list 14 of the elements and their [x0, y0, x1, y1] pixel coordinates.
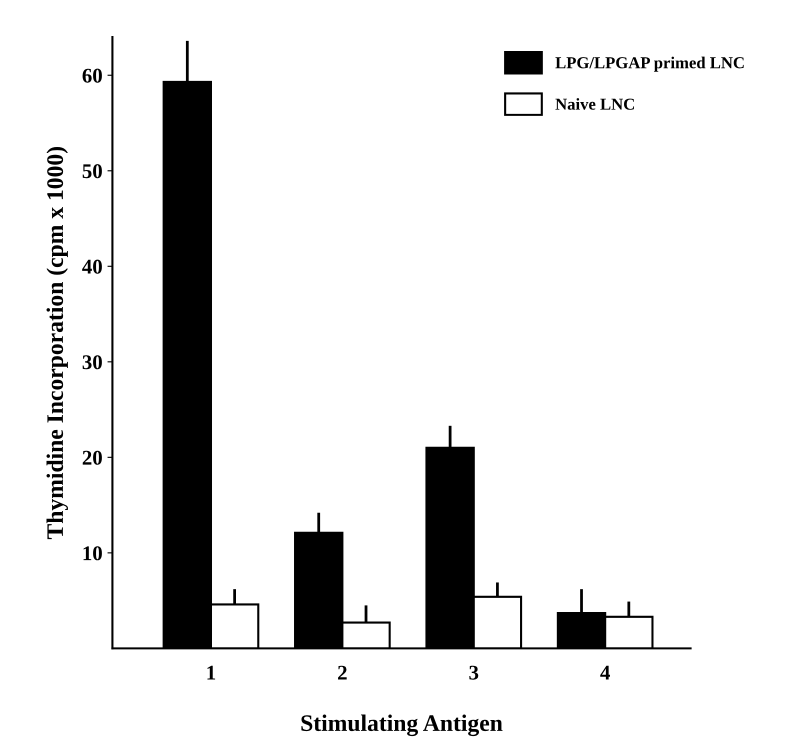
y-tick-label: 60 [82, 68, 102, 83]
x-axis-title: Stimulating Antigen [301, 714, 502, 736]
x-tick-label: 4 [600, 666, 610, 680]
y-tick-label: 40 [82, 260, 102, 274]
y-tick-label: 10 [84, 546, 102, 560]
legend-label: LPG/LPGAP primed LNC [555, 56, 744, 72]
x-tick-label: 1 [207, 666, 216, 680]
legend-label: Naive LNC [555, 98, 634, 110]
x-tick-label: 3 [469, 666, 478, 680]
y-axis-title: Thymidine Incorporation (cpm x 1000) [46, 146, 68, 540]
y-tick-label: 30 [82, 355, 102, 370]
y-tick-label: 20 [82, 450, 102, 465]
x-tick-label: 2 [338, 666, 347, 680]
y-tick-label: 50 [82, 164, 102, 178]
